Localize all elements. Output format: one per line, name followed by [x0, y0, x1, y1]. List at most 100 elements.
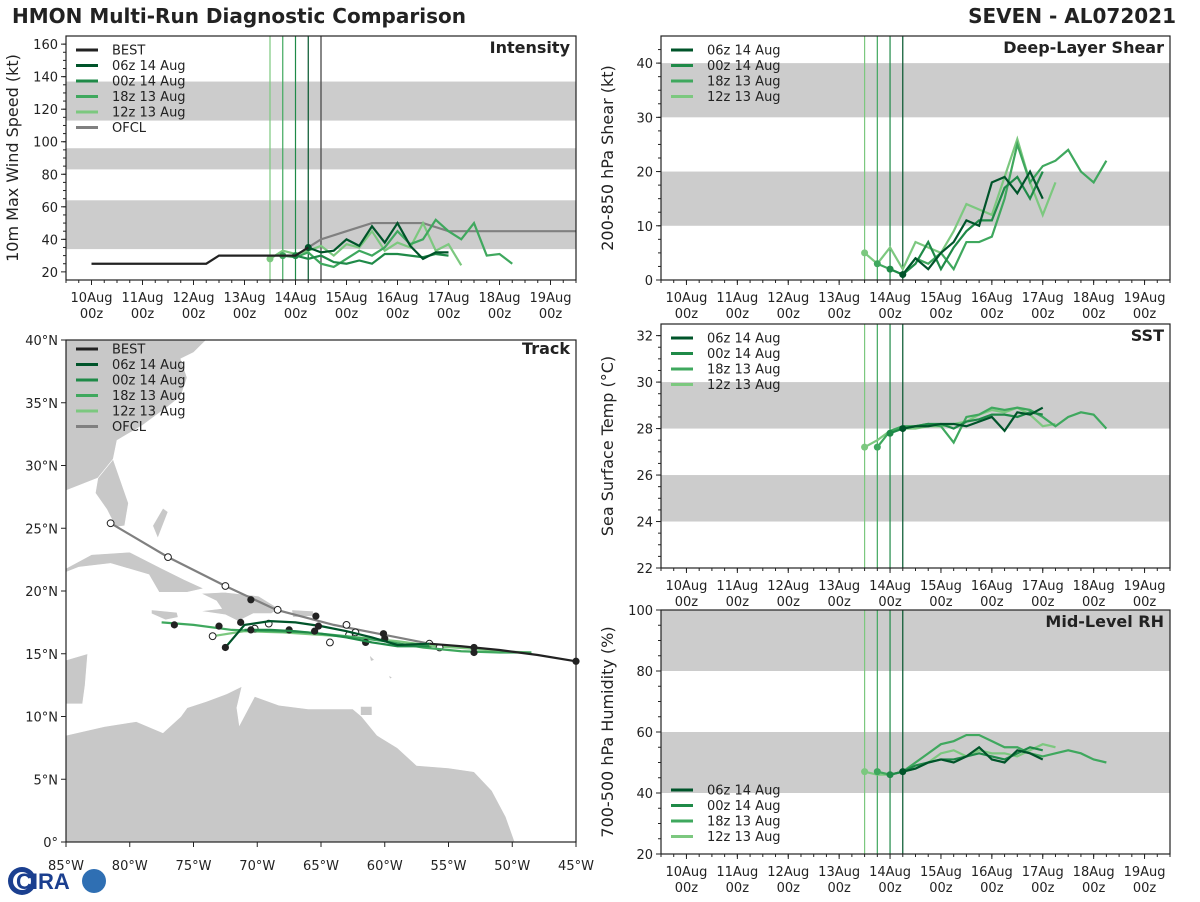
intensity-xtick-day-label: 12Aug [173, 291, 215, 306]
rh-ytick-label: 100 [628, 604, 653, 619]
intensity-xtick-day-label: 13Aug [224, 291, 266, 306]
intensity-xtick-day-label: 11Aug [122, 291, 164, 306]
shear-ytick-label: 10 [636, 220, 653, 235]
intensity-xtick-day-label: 19Aug [530, 291, 572, 306]
shear-xtick-day-label: 10Aug [665, 291, 707, 306]
sst-xtick-day-label: 15Aug [920, 579, 962, 594]
shear-xtick-hour-label: 00z [827, 307, 851, 322]
track-legend-label-r00z14: 00z 14 Aug [112, 374, 186, 389]
sst-ytick-label: 24 [636, 516, 653, 531]
shear-xtick-hour-label: 00z [726, 307, 750, 322]
shear-legend-label-r18z13: 18z 13 Aug [707, 75, 781, 90]
sst-start-point-r06z14 [899, 425, 907, 433]
shear-legend-label-r00z14: 00z 14 Aug [707, 59, 781, 74]
rh-xtick-hour-label: 00z [726, 881, 750, 896]
shear-xtick-hour-label: 00z [878, 307, 902, 322]
track-title: Track [522, 339, 570, 358]
track-point-open-ofcl [221, 582, 230, 590]
logo-globe-inner [13, 872, 31, 890]
intensity-xtick-hour-label: 00z [488, 307, 512, 322]
intensity-ytick-label: 40 [41, 233, 58, 248]
rh-ytick-label: 60 [636, 726, 653, 741]
rh-xtick-day-label: 10Aug [665, 865, 707, 880]
intensity-xtick-hour-label: 00z [437, 307, 461, 322]
track-point-r06z14 [221, 643, 229, 652]
sst-xtick-day-label: 18Aug [1073, 579, 1115, 594]
rh-xtick-day-label: 18Aug [1073, 865, 1115, 880]
sst-ytick-label: 28 [636, 423, 653, 438]
sst-xtick-hour-label: 00z [675, 595, 699, 610]
track-legend-label-r18z13: 18z 13 Aug [112, 389, 186, 404]
sst-start-point-r12z13 [861, 443, 869, 451]
land-central-america [66, 653, 89, 705]
shear-series-r00z14 [889, 171, 1044, 276]
intensity-panel: 2040608010012014016010Aug00z11Aug00z12Au… [3, 35, 577, 322]
track-xtick-label: 70°W [239, 859, 275, 874]
rh-band-1 [661, 610, 1170, 671]
rh-ytick-label: 20 [636, 848, 653, 863]
shear-xtick-hour-label: 00z [675, 307, 699, 322]
sst-start-point-r00z14 [886, 429, 894, 437]
intensity-xtick-hour-label: 00z [182, 307, 206, 322]
intensity-xtick-hour-label: 00z [80, 307, 104, 322]
rh-xtick-hour-label: 00z [1031, 881, 1055, 896]
rh-start-point-r00z14 [886, 771, 894, 779]
sst-band-0 [661, 475, 1170, 522]
shear-start-point-r00z14 [886, 265, 894, 273]
track-ytick-label: 25°N [25, 522, 58, 537]
shear-title: Deep-Layer Shear [1003, 38, 1164, 57]
intensity-start-point-r12z13 [266, 255, 274, 263]
shear-xtick-hour-label: 00z [1031, 307, 1055, 322]
track-ytick-label: 0° [43, 836, 58, 851]
intensity-xtick-day-label: 18Aug [479, 291, 521, 306]
shear-xtick-hour-label: 00z [929, 307, 953, 322]
track-point-r06z14 [237, 618, 245, 626]
sst-xtick-hour-label: 00z [777, 595, 801, 610]
sst-xtick-hour-label: 00z [878, 595, 902, 610]
rh-xtick-hour-label: 00z [827, 881, 851, 896]
intensity-ytick-label: 60 [41, 201, 58, 216]
sst-xtick-day-label: 11Aug [716, 579, 758, 594]
logo-text: CIRA [16, 869, 70, 894]
rh-legend-label-r12z13: 12z 13 Aug [707, 830, 781, 845]
sst-start-point-r18z13 [873, 443, 881, 451]
track-legend-label-ofcl: OFCL [112, 420, 147, 435]
shear-legend-label-r12z13: 12z 13 Aug [707, 90, 781, 105]
shear-ytick-label: 20 [636, 166, 653, 181]
intensity-xtick-day-label: 14Aug [275, 291, 317, 306]
sst-ytick-label: 26 [636, 469, 653, 484]
shear-xtick-day-label: 16Aug [971, 291, 1013, 306]
intensity-xtick-hour-label: 00z [386, 307, 410, 322]
intensity-xtick-hour-label: 00z [131, 307, 155, 322]
intensity-legend-label-r00z14: 00z 14 Aug [112, 75, 186, 90]
sst-legend-label-r12z13: 12z 13 Aug [707, 378, 781, 393]
track-xtick-label: 80°W [112, 859, 148, 874]
intensity-ytick-label: 20 [41, 266, 58, 281]
intensity-legend-label-r06z14: 06z 14 Aug [112, 59, 186, 74]
sst-xtick-day-label: 12Aug [767, 579, 809, 594]
sst-legend-label-r06z14: 06z 14 Aug [707, 332, 781, 347]
sst-xtick-hour-label: 00z [827, 595, 851, 610]
intensity-xtick-hour-label: 00z [539, 307, 563, 322]
track-ytick-label: 10°N [25, 711, 58, 726]
shear-start-point-r12z13 [861, 249, 869, 257]
shear-xtick-day-label: 15Aug [920, 291, 962, 306]
land-trinidad [360, 706, 373, 716]
storm-id: SEVEN - AL072021 [968, 4, 1176, 28]
intensity-xtick-day-label: 17Aug [428, 291, 470, 306]
logo-satellite-icon [82, 869, 106, 893]
rh-xtick-hour-label: 00z [675, 881, 699, 896]
rh-title: Mid-Level RH [1045, 612, 1164, 631]
intensity-series-r18z13 [282, 218, 513, 269]
sst-xtick-hour-label: 00z [1133, 595, 1157, 610]
rh-xtick-day-label: 12Aug [767, 865, 809, 880]
shear-xtick-day-label: 18Aug [1073, 291, 1115, 306]
shear-series-r06z14 [901, 169, 1044, 276]
track-ytick-label: 15°N [25, 648, 58, 663]
track-series-r00z14 [244, 628, 430, 648]
sst-xtick-hour-label: 00z [1082, 595, 1106, 610]
rh-xtick-hour-label: 00z [1133, 881, 1157, 896]
rh-ylabel: 700-500 hPa Humidity (%) [598, 626, 617, 837]
land-martinique [368, 654, 376, 662]
shear-start-point-r06z14 [899, 271, 907, 279]
